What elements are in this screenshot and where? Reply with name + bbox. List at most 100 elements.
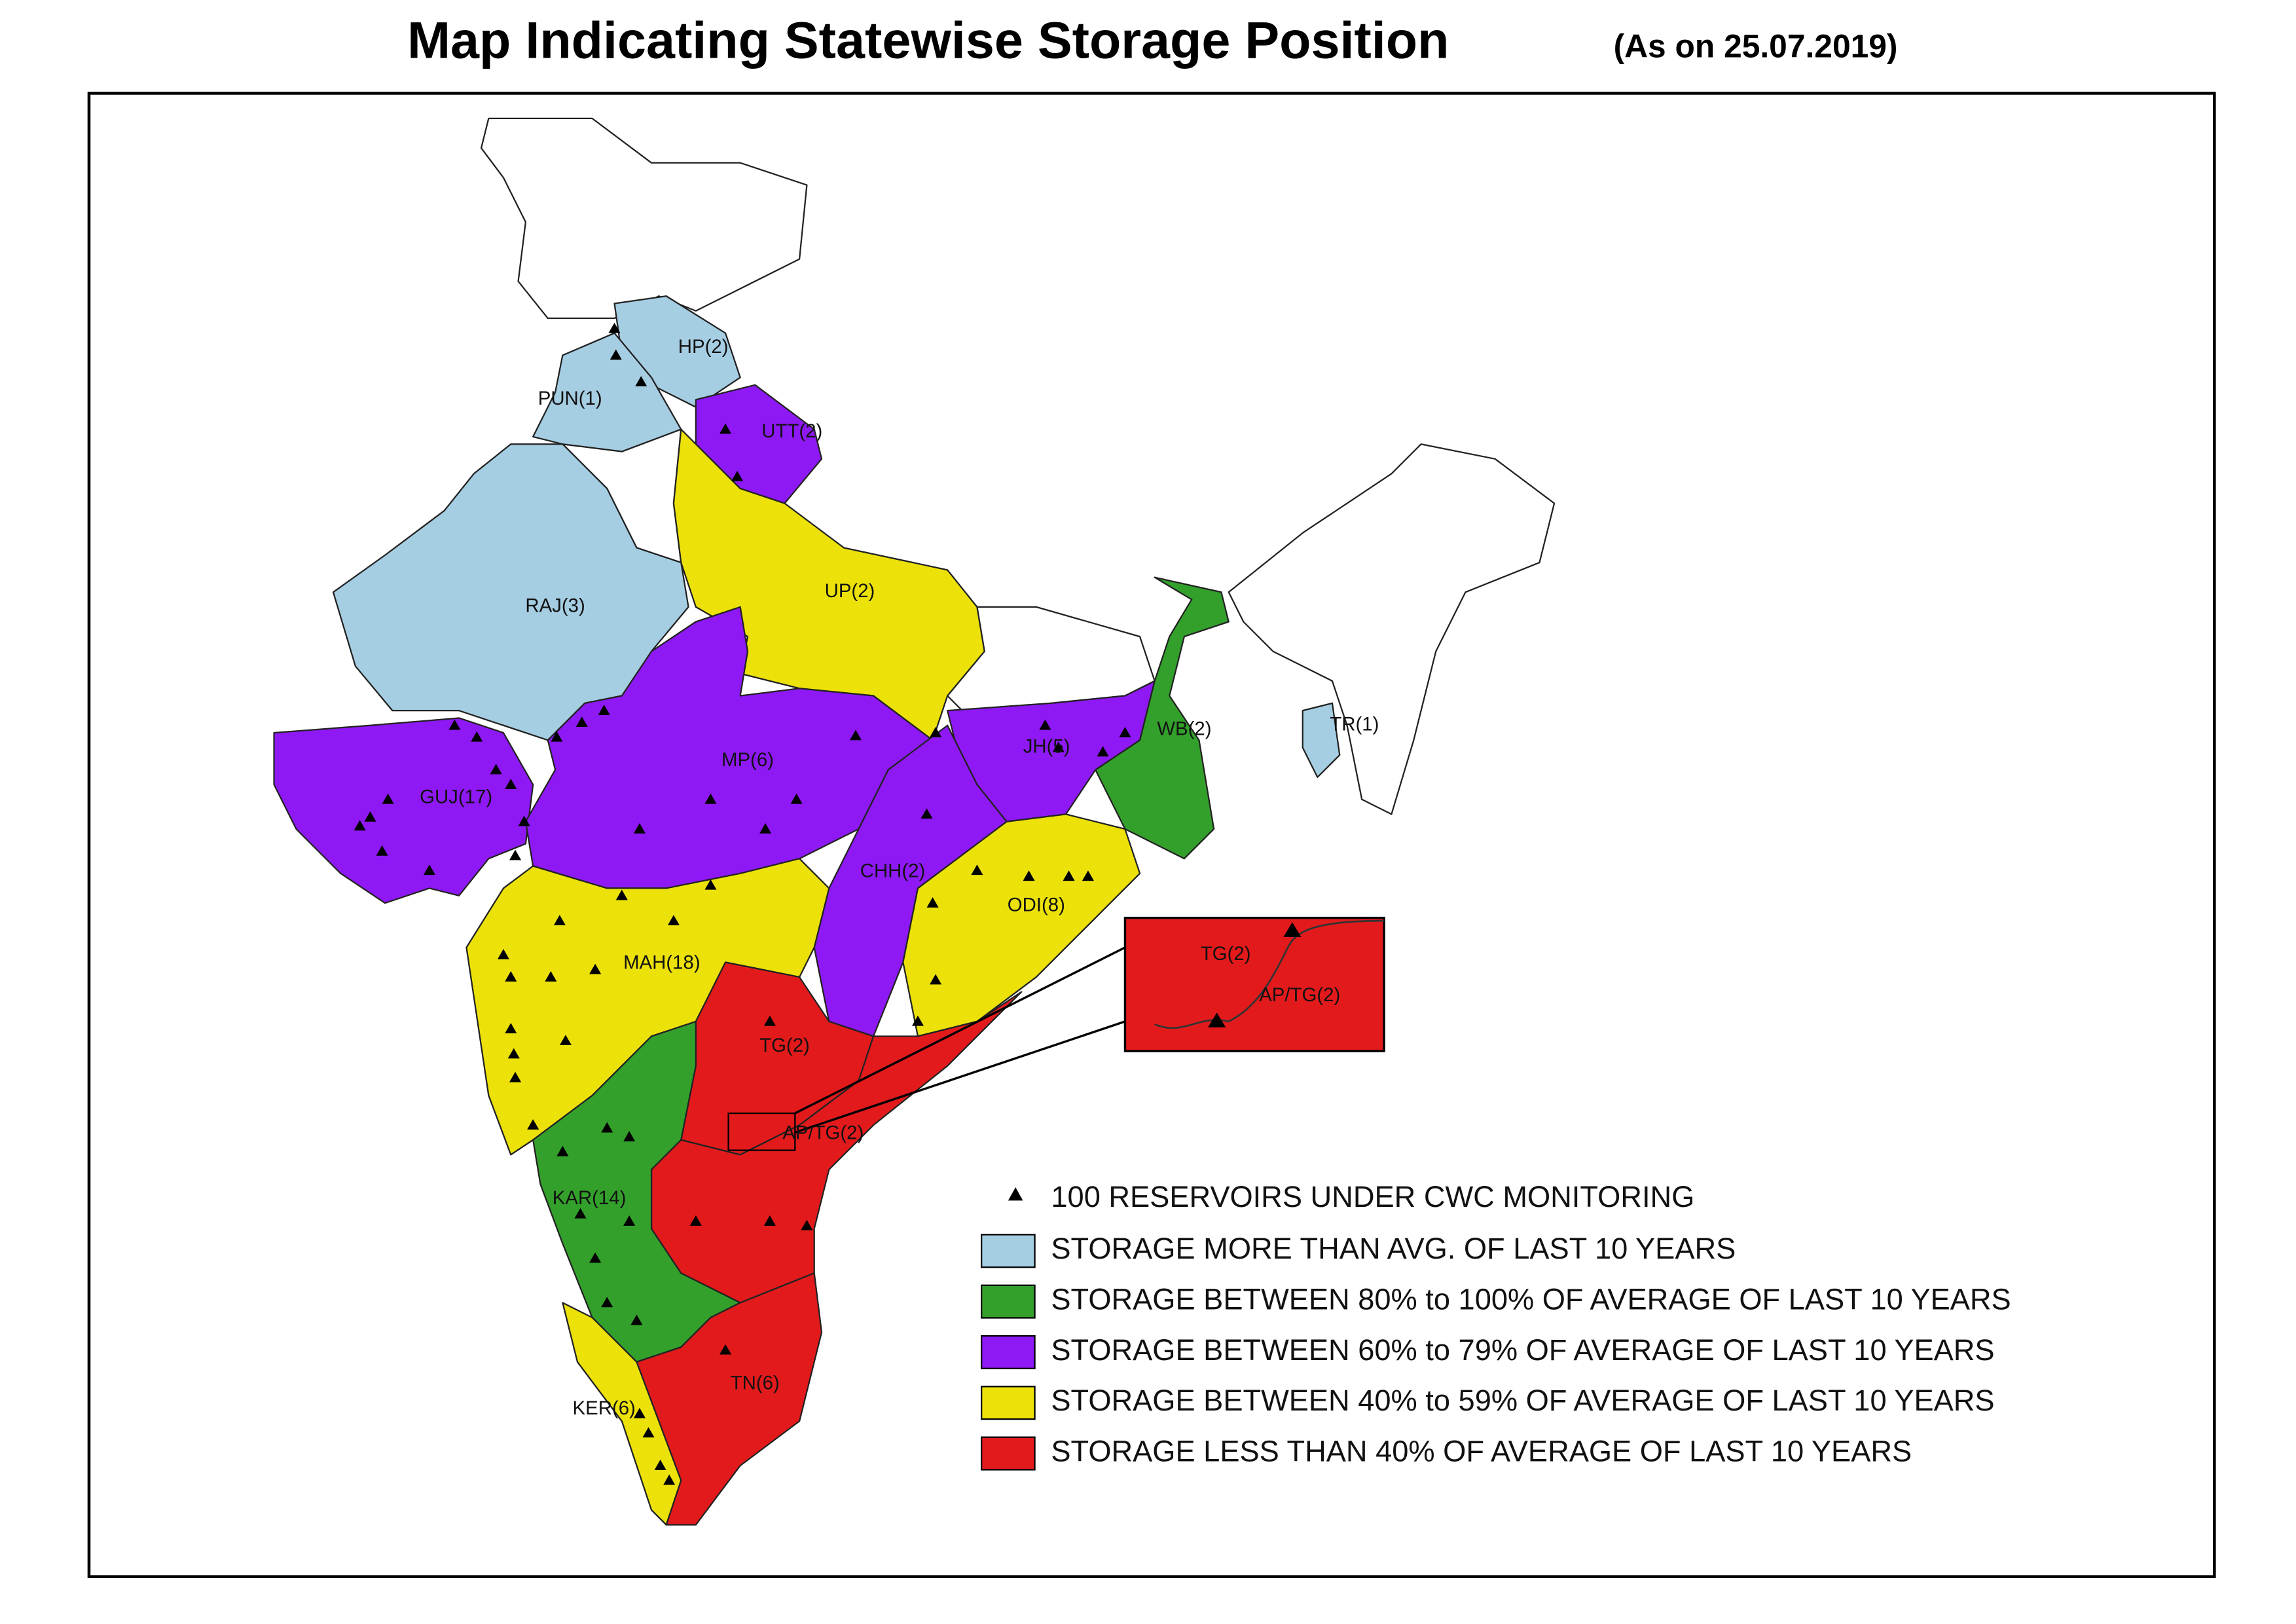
state-label: MAH(18) (623, 951, 701, 973)
state-kar (532, 1020, 741, 1363)
state-label: HP(2) (678, 336, 729, 358)
inset-label: AP/TG(2) (1259, 984, 1340, 1006)
reservoir-marker (505, 971, 517, 982)
reservoir-marker (490, 764, 502, 775)
reservoir-marker (610, 349, 622, 360)
reservoir-marker (731, 470, 744, 481)
state-label: CHH(2) (860, 860, 926, 881)
state-label: WB(2) (1157, 718, 1211, 739)
legend: 100 RESERVOIRS UNDER CWC MONITORING STOR… (981, 1180, 2011, 1471)
reservoir-marker (930, 727, 942, 737)
state-guj (273, 717, 534, 904)
reservoir-marker (376, 845, 388, 856)
reservoir-marker (1119, 727, 1131, 737)
reservoir-marker (382, 793, 394, 804)
reservoir-marker (559, 1035, 572, 1046)
date: (As on 25.07.2019) (1614, 28, 1898, 65)
reservoir-marker (763, 1215, 776, 1226)
reservoir-marker (763, 1015, 776, 1026)
reservoir-marker (497, 949, 510, 959)
reservoir-marker (574, 1208, 587, 1219)
reservoir-marker (509, 849, 522, 860)
legend-swatch (981, 1234, 1036, 1268)
legend-label: STORAGE BETWEEN 40% to 59% OF AVERAGE OF… (1051, 1384, 1994, 1417)
state-ker (562, 1302, 682, 1526)
reservoir-marker (1023, 870, 1035, 881)
legend-swatch (981, 1386, 1036, 1420)
inset-label: TG(2) (1201, 943, 1251, 965)
reservoir-marker (623, 1131, 636, 1142)
reservoir-marker (633, 822, 646, 834)
state-wb (1095, 576, 1230, 860)
reservoir-marker (598, 705, 610, 715)
inset-marker (1208, 1012, 1226, 1027)
reservoir-marker (623, 1215, 636, 1226)
inset-marker (1283, 922, 1302, 938)
reservoir-marker (1082, 870, 1094, 881)
reservoir-marker (615, 889, 628, 900)
reservoir-marker (423, 864, 435, 876)
state-label: AP/TG(2) (782, 1122, 864, 1143)
reservoir-marker (849, 729, 862, 741)
reservoir-marker (553, 915, 566, 925)
state-label: KAR(14) (553, 1187, 627, 1209)
reservoir-marker (556, 1145, 569, 1156)
reservoir-marker (509, 1071, 522, 1082)
reservoir-marker (589, 1252, 602, 1263)
reservoir-marker (505, 1023, 517, 1033)
reservoir-marker (689, 1215, 702, 1226)
reservoir-marker (642, 1427, 655, 1438)
reservoir-marker (654, 1460, 666, 1470)
reservoir-marker (630, 1314, 643, 1325)
reservoir-marker (633, 1407, 646, 1418)
reservoir-marker (1063, 870, 1075, 881)
reservoir-marker (759, 822, 772, 834)
legend-marker (1008, 1187, 1023, 1201)
reservoir-marker (545, 971, 557, 982)
reservoir-marker (589, 963, 602, 974)
inset-connector (794, 1020, 1125, 1134)
reservoir-marker (971, 864, 983, 876)
legend-label: 100 RESERVOIRS UNDER CWC MONITORING (1051, 1180, 1694, 1213)
legend-swatch (981, 1436, 1036, 1471)
state-pun (532, 332, 682, 452)
reservoir-marker (527, 1119, 539, 1130)
state-label: JH(5) (1023, 735, 1070, 757)
reservoir-marker (601, 1122, 613, 1133)
reservoir-marker (790, 793, 803, 804)
region-northeast (1228, 443, 1556, 815)
reservoir-marker (518, 815, 530, 826)
reservoir-marker (720, 1344, 732, 1355)
reservoir-marker (551, 731, 563, 742)
state-label: PUN(1) (538, 388, 602, 409)
state-tr (1302, 702, 1341, 779)
state-label: TN(6) (731, 1373, 780, 1394)
reservoir-marker (601, 1297, 613, 1308)
reservoir-marker (608, 322, 621, 333)
reservoir-marker (471, 731, 483, 742)
state-label: RAJ(3) (525, 595, 585, 617)
reservoir-marker (926, 896, 939, 908)
regions (273, 117, 1556, 1526)
reservoir-marker (920, 808, 933, 819)
reservoir-marker (1052, 741, 1065, 752)
reservoir-markers (354, 322, 1131, 1485)
reservoir-marker (505, 779, 517, 789)
reservoir-marker (801, 1219, 813, 1230)
reservoir-marker (354, 820, 366, 831)
legend-swatch (981, 1335, 1036, 1369)
state-label: MP(6) (721, 749, 774, 771)
state-label: TG(2) (759, 1035, 810, 1056)
state-label: UTT(2) (761, 420, 822, 442)
legend-label: STORAGE BETWEEN 80% to 100% OF AVERAGE O… (1051, 1283, 2011, 1316)
title: Map Indicating Statewise Storage Positio… (407, 11, 1449, 69)
state-labels: HP(2) PUN(1) UTT(2) RAJ(3) UP(2) GUJ(17) MP(6)… (420, 336, 1379, 1419)
legend-label: STORAGE LESS THAN 40% OF AVERAGE OF LAST… (1051, 1435, 1912, 1468)
reservoir-marker (1097, 746, 1109, 757)
state-odi (902, 813, 1141, 1037)
legend-label: STORAGE BETWEEN 60% to 79% OF AVERAGE OF… (1051, 1333, 1994, 1367)
legend-label: STORAGE MORE THAN AVG. OF LAST 10 YEARS (1051, 1232, 1736, 1265)
state-label: TR(1) (1330, 714, 1379, 735)
state-label: KER(6) (573, 1397, 636, 1419)
